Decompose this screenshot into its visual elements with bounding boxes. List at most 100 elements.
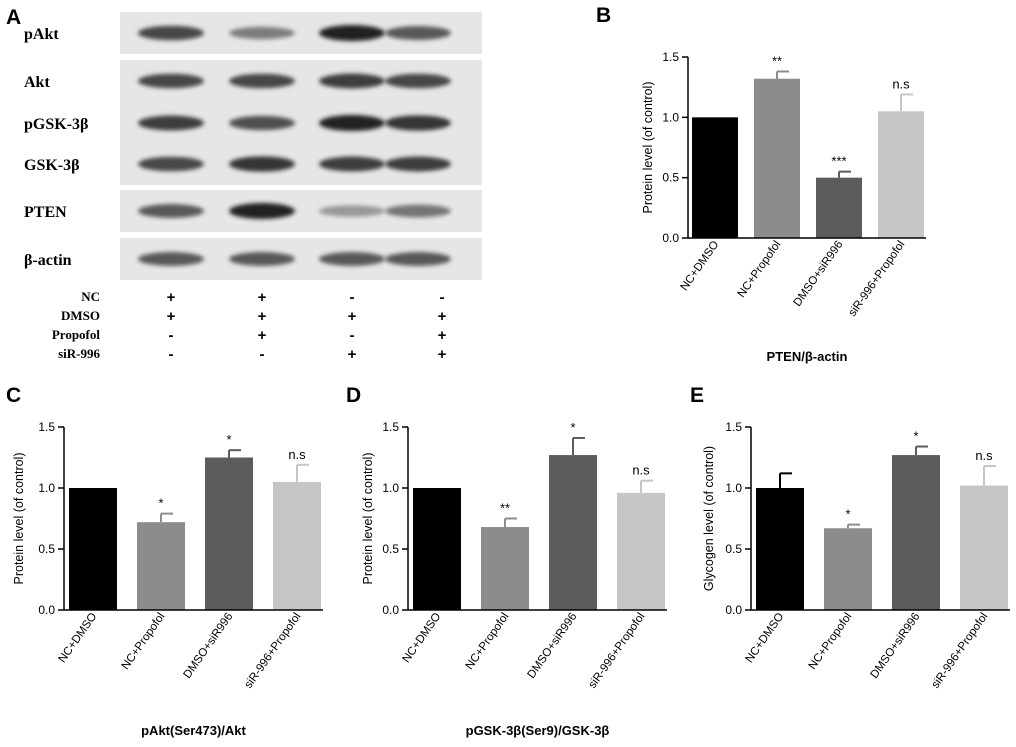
significance-label: n.s bbox=[892, 76, 910, 91]
blot-row-label: pAkt bbox=[24, 26, 59, 43]
bar bbox=[481, 527, 529, 610]
blot-band bbox=[319, 25, 385, 41]
y-tick-label: 0.0 bbox=[38, 603, 55, 617]
blot-band bbox=[319, 156, 385, 172]
blot-band bbox=[319, 115, 385, 131]
bar bbox=[816, 177, 862, 238]
y-tick-label: 1.0 bbox=[382, 481, 399, 495]
bar bbox=[137, 522, 185, 610]
blot-band bbox=[229, 26, 295, 40]
bar bbox=[824, 528, 872, 610]
blot-band bbox=[385, 204, 451, 218]
significance-label: * bbox=[158, 496, 163, 511]
bar-chart-d: D 0.0 0.5 1.0 1.5 Protein level (of control) N… bbox=[346, 384, 667, 738]
blot-band bbox=[138, 73, 204, 89]
condition-sign: - bbox=[260, 346, 265, 363]
y-axis-label: Protein level (of control) bbox=[361, 452, 375, 584]
category-label: siR-996+Propofol bbox=[929, 611, 990, 691]
category-label: NC+DMSO bbox=[56, 611, 99, 665]
bar bbox=[692, 117, 738, 238]
x-axis-label: pGSK-3β(Ser9)/GSK-3β bbox=[466, 723, 610, 738]
condition-label: DMSO bbox=[61, 308, 100, 323]
blot-band bbox=[385, 252, 451, 266]
bar bbox=[878, 111, 924, 238]
bar bbox=[960, 485, 1008, 610]
blot-band bbox=[319, 252, 385, 266]
category-label: DMSO+siR996 bbox=[525, 611, 579, 681]
blot-band bbox=[229, 252, 295, 266]
condition-sign: - bbox=[169, 327, 174, 344]
condition-sign: + bbox=[438, 346, 447, 363]
condition-sign: - bbox=[169, 346, 174, 363]
y-axis-label: Protein level (of control) bbox=[641, 81, 655, 213]
bar bbox=[754, 78, 800, 238]
panel-letter: D bbox=[346, 384, 361, 407]
y-tick-label: 1.5 bbox=[662, 50, 679, 64]
bar bbox=[413, 488, 461, 610]
y-axis-label: Protein level (of control) bbox=[12, 452, 26, 584]
blot-band bbox=[385, 156, 451, 172]
significance-label: n.s bbox=[288, 447, 306, 462]
condition-sign: - bbox=[350, 289, 355, 306]
blot-row-label: pGSK-3β bbox=[24, 116, 88, 133]
blot-band bbox=[138, 204, 204, 218]
condition-label: NC bbox=[81, 289, 100, 304]
condition-sign: + bbox=[258, 308, 267, 325]
condition-sign: + bbox=[167, 308, 176, 325]
category-label: siR-996+Propofol bbox=[242, 611, 303, 691]
category-label: DMSO+siR996 bbox=[181, 611, 235, 681]
y-tick-label: 1.5 bbox=[382, 420, 399, 434]
significance-label: n.s bbox=[975, 448, 993, 463]
blot-band bbox=[229, 203, 295, 219]
blot-band bbox=[229, 156, 295, 172]
significance-label: * bbox=[845, 507, 850, 522]
significance-label: * bbox=[913, 429, 918, 444]
bar bbox=[756, 488, 804, 610]
category-label: NC+Propofol bbox=[464, 611, 512, 672]
bar bbox=[892, 455, 940, 610]
blot-row-label: GSK-3β bbox=[24, 157, 80, 174]
blot-row-label: Akt bbox=[24, 74, 50, 91]
condition-sign: - bbox=[440, 289, 445, 306]
blot-band bbox=[319, 73, 385, 89]
condition-sign: + bbox=[348, 346, 357, 363]
blot-band bbox=[385, 115, 451, 131]
significance-label: *** bbox=[831, 154, 846, 169]
condition-sign: - bbox=[350, 327, 355, 344]
condition-sign: + bbox=[258, 289, 267, 306]
condition-sign: + bbox=[348, 308, 357, 325]
bar bbox=[205, 457, 253, 610]
category-label: NC+Propofol bbox=[736, 239, 784, 300]
bar-chart-b: B 0.0 0.5 1.0 1.5 Protein level (of control) N… bbox=[596, 4, 926, 364]
condition-label: siR-996 bbox=[58, 346, 100, 361]
y-tick-label: 1.5 bbox=[725, 420, 742, 434]
category-label: NC+Propofol bbox=[120, 611, 168, 672]
y-tick-label: 0.5 bbox=[662, 171, 679, 185]
y-tick-label: 0.0 bbox=[662, 231, 679, 245]
bar-chart-c: C 0.0 0.5 1.0 1.5 Protein level (of control) N… bbox=[6, 384, 323, 738]
category-label: NC+Propofol bbox=[807, 611, 855, 672]
panel-letter: E bbox=[690, 384, 704, 407]
y-tick-label: 1.5 bbox=[38, 420, 55, 434]
y-tick-label: 0.0 bbox=[382, 603, 399, 617]
blot-band bbox=[229, 115, 295, 131]
category-label: siR-996+Propofol bbox=[846, 239, 907, 319]
y-tick-label: 1.0 bbox=[662, 110, 679, 124]
bar bbox=[69, 488, 117, 610]
blot-band bbox=[229, 73, 295, 89]
significance-label: ** bbox=[772, 53, 782, 68]
y-axis-label: Glycogen level (of control) bbox=[702, 446, 716, 591]
condition-sign: + bbox=[167, 289, 176, 306]
significance-label: ** bbox=[500, 501, 510, 516]
bar bbox=[549, 455, 597, 610]
significance-label: n.s bbox=[632, 463, 650, 478]
blot-band bbox=[138, 156, 204, 172]
x-axis-label: pAkt(Ser473)/Akt bbox=[141, 723, 246, 738]
condition-sign: + bbox=[258, 327, 267, 344]
significance-label: * bbox=[226, 432, 231, 447]
bar bbox=[617, 492, 665, 610]
condition-label: Propofol bbox=[52, 327, 101, 342]
category-label: siR-996+Propofol bbox=[586, 611, 647, 691]
